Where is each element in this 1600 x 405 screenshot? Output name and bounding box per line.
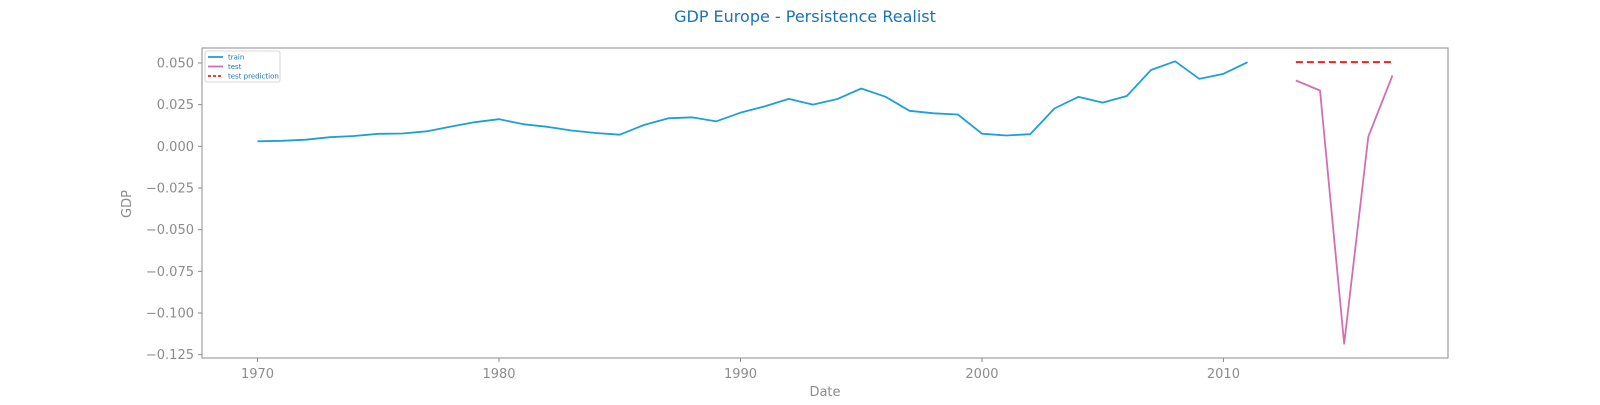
y-tick-label: −0.075 bbox=[146, 265, 194, 280]
series-layer bbox=[257, 60, 1394, 345]
y-axis: 0.050 0.025 0.000 −0.025 −0.050 −0.075 −0.100 −… bbox=[146, 57, 202, 363]
x-tick-label: 2010 bbox=[1207, 367, 1240, 382]
x-tick-label: 1990 bbox=[724, 367, 757, 382]
y-tick-label: 0.000 bbox=[157, 140, 194, 155]
legend-box bbox=[204, 50, 281, 83]
x-tick-label: 1970 bbox=[241, 367, 274, 382]
series-line-train bbox=[257, 60, 1248, 143]
x-axis: 1970 1980 1990 2000 2010 bbox=[241, 358, 1240, 382]
y-tick-label: 0.025 bbox=[157, 98, 194, 113]
x-tick-label: 1980 bbox=[482, 367, 515, 382]
y-tick-label: 0.050 bbox=[157, 57, 194, 72]
y-tick-label: −0.050 bbox=[146, 223, 194, 238]
legend-label: test prediction bbox=[228, 73, 279, 81]
x-tick-label: 2000 bbox=[965, 367, 998, 382]
x-axis-label: Date bbox=[809, 385, 840, 400]
legend-label: train bbox=[228, 54, 244, 62]
series-line-test bbox=[1295, 75, 1394, 345]
chart-title: GDP Europe - Persistence Realist bbox=[674, 7, 936, 26]
y-tick-label: −0.100 bbox=[146, 307, 194, 322]
plot-frame bbox=[201, 47, 1449, 359]
legend-label: test bbox=[228, 63, 242, 71]
y-axis-label: GDP bbox=[120, 190, 135, 218]
y-tick-label: −0.025 bbox=[146, 182, 194, 197]
y-tick-label: −0.125 bbox=[146, 348, 194, 363]
